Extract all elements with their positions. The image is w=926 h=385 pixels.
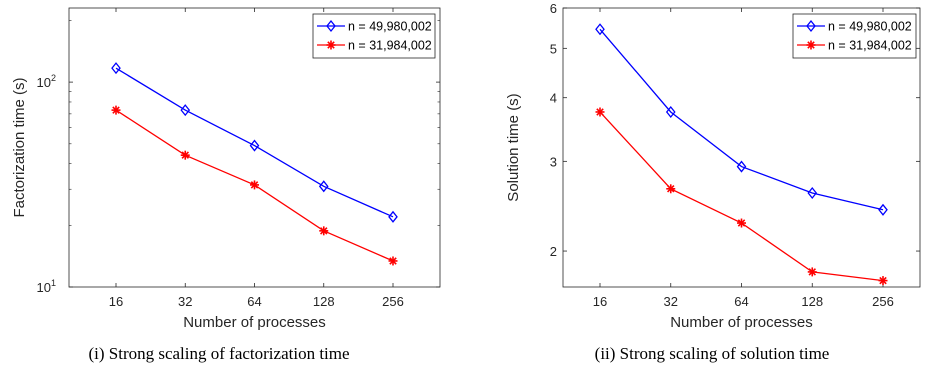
data-point (666, 184, 676, 194)
series-line (599, 28, 884, 211)
y-tick-label: 2 (550, 244, 557, 259)
data-point (807, 267, 817, 277)
series-2 (111, 105, 398, 266)
x-tick-label: 128 (801, 294, 823, 309)
data-point (595, 23, 605, 36)
data-point (807, 186, 818, 200)
legend-box (792, 13, 917, 59)
data-point (388, 256, 398, 266)
legend-box (312, 13, 436, 59)
y-tick-label: 6 (550, 1, 557, 16)
x-tick-label: 32 (664, 294, 678, 309)
caption-solution: (ii) Strong scaling of solution time (594, 344, 830, 363)
y-tick-label: 102 (37, 73, 56, 90)
y-tick-label: 3 (550, 154, 557, 169)
legend-label: n = 31,984,002 (348, 39, 432, 53)
x-tick-label: 64 (734, 294, 748, 309)
data-point (319, 226, 329, 236)
legend: n = 49,980,002 n = 31,984,002 (792, 13, 917, 59)
y-tick-label: 4 (550, 91, 557, 106)
x-axis-label: Number of processes (670, 314, 813, 331)
data-point (665, 105, 676, 119)
legend-marker (326, 19, 336, 33)
legend-marker (806, 40, 816, 50)
series-1 (111, 62, 398, 223)
y-axis-label: Factorization time (s) (11, 77, 28, 217)
data-point (878, 203, 888, 216)
legend-label: n = 49,980,002 (828, 20, 912, 34)
data-point (111, 62, 121, 75)
y-tick-label: 101 (37, 278, 56, 295)
y-tick-label: 5 (550, 41, 557, 56)
x-tick-label: 64 (247, 294, 261, 309)
data-point (736, 160, 747, 173)
legend: n = 49,980,002 n = 31,984,002 (312, 13, 436, 59)
solution-time-chart: 16 32 64 128 256 2 3 4 5 6 Number of processes Solu… (505, 1, 921, 331)
legend-label: n = 31,984,002 (828, 39, 912, 53)
data-point (180, 104, 191, 117)
series-line (115, 67, 394, 218)
data-point (595, 107, 605, 117)
x-tick-label: 16 (109, 294, 123, 309)
x-tick-label: 16 (593, 294, 607, 309)
x-tick-label: 256 (872, 294, 894, 309)
legend-marker (326, 40, 336, 50)
series-1 (595, 23, 888, 216)
legend-label: n = 49,980,002 (348, 20, 432, 34)
x-axis-label: Number of processes (183, 314, 326, 331)
data-point (111, 105, 121, 115)
data-point (180, 150, 190, 160)
x-tick-label: 256 (382, 294, 404, 309)
factorization-time-chart: 16 32 64 128 256 101 102 Number of processes Fac… (11, 7, 441, 331)
legend-marker (806, 19, 816, 33)
data-point (249, 139, 260, 152)
x-tick-label: 32 (178, 294, 192, 309)
x-tick-label: 128 (313, 294, 335, 309)
data-point (878, 276, 888, 286)
data-point (737, 218, 746, 228)
caption-factorization: (i) Strong scaling of factorization time (88, 344, 350, 363)
data-point (250, 180, 259, 190)
data-point (388, 210, 398, 223)
y-axis-label: Solution time (s) (505, 93, 522, 201)
data-point (318, 180, 329, 193)
series-2 (595, 107, 888, 286)
